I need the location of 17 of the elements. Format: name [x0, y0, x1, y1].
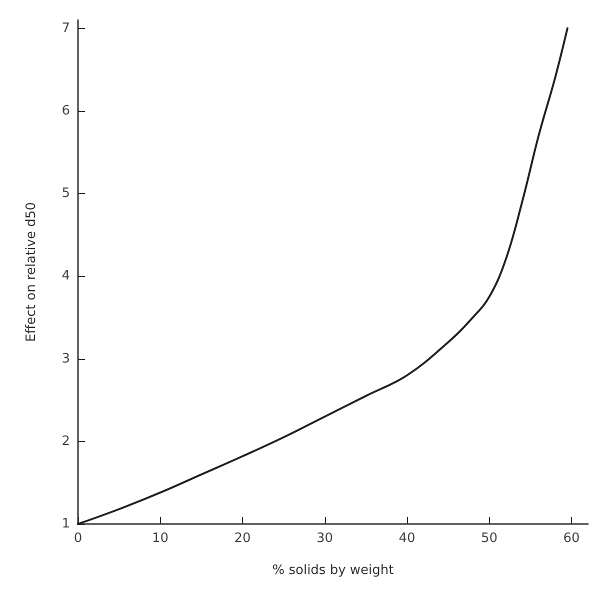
x-tick-label: 40: [398, 531, 416, 546]
y-axis-title: Effect on relative d50: [24, 202, 39, 342]
line-series: [77, 27, 568, 525]
y-tick-label: 7: [62, 20, 70, 36]
y-tick-label: 1: [62, 516, 70, 532]
x-axis-title: % solids by weight: [272, 563, 394, 578]
x-tick-label: 0: [74, 531, 82, 546]
y-tick-label: 4: [62, 268, 70, 284]
y-tick-label: 2: [62, 434, 70, 449]
x-tick-label: 60: [563, 531, 580, 546]
x-tick-label: 10: [152, 531, 169, 546]
x-tick-label: 30: [316, 531, 334, 546]
x-tick-label: 20: [234, 531, 251, 546]
y-tick-label: 5: [62, 186, 70, 202]
y-tick-label: 3: [62, 351, 70, 366]
x-tick-label: 50: [481, 531, 498, 546]
y-tick-label: 6: [62, 103, 70, 118]
